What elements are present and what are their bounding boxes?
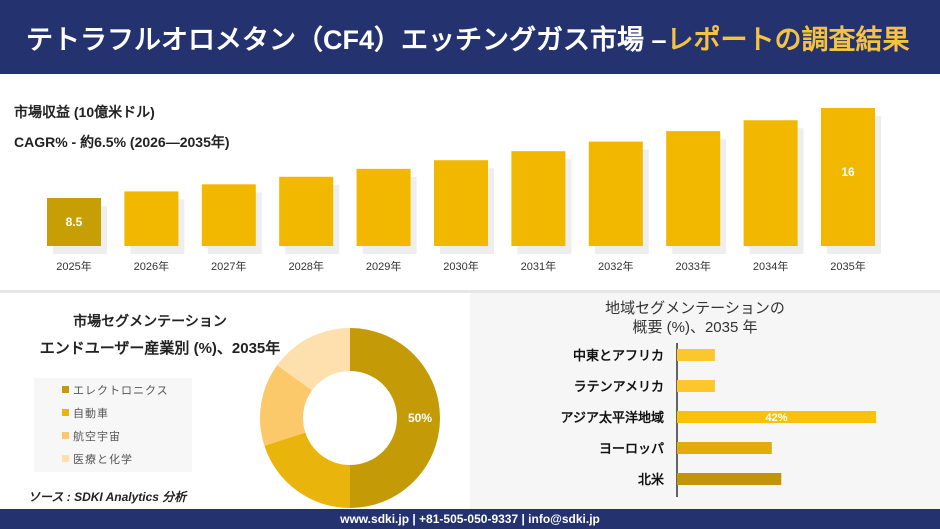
revenue-bar — [511, 151, 566, 246]
legend-label: 自動車 — [73, 407, 109, 420]
region-title: 地域セグメンテーションの — [605, 300, 785, 317]
x-tick-label: 2034年 — [753, 259, 788, 273]
donut-slice — [277, 328, 350, 391]
revenue-label: 市場収益 (10億米ドル) — [14, 104, 155, 120]
x-tick-label: 2030年 — [443, 259, 478, 273]
source-note: ソース : SDKI Analytics 分析 — [28, 490, 187, 504]
pie-title: 市場セグメンテーション — [73, 313, 227, 329]
region-label: アジア太平洋地域 — [561, 410, 664, 425]
x-tick-label: 2027年 — [211, 259, 246, 273]
revenue-bar — [434, 160, 488, 246]
data-label: 8.5 — [66, 215, 83, 229]
cagr-label: CAGR% - 約6.5% (2026—2035年) — [14, 134, 230, 150]
revenue-bar — [743, 120, 798, 246]
x-tick-label: 2025年 — [56, 259, 91, 273]
page-title-highlight: レポートの調査結果 — [666, 24, 910, 55]
pie-legend: エレクトロニクス 自動車航空宇宙医療と化学 — [34, 378, 192, 472]
legend-label: 医療と化学 — [73, 453, 133, 466]
page-title: テトラフルオロメタン（CF4）エッチングガス市場 – — [26, 24, 667, 55]
revenue-bar — [666, 131, 721, 246]
data-label: 42% — [766, 412, 788, 424]
region-subtitle: 概要 (%)、2035 年 — [632, 319, 758, 336]
revenue-bar-chart: 2025年 8.5 2026年 2027年 2028年 2029年 2030年 2031年 20… — [47, 108, 881, 273]
legend-swatch — [62, 455, 69, 462]
x-tick-label: 2033年 — [675, 259, 710, 273]
donut-slice — [260, 365, 312, 446]
region-label: ラテンアメリカ — [574, 379, 664, 394]
end-user-panel: 市場セグメンテーション エンドユーザー産業別 (%)、2035年 エレクトロニク… — [0, 293, 468, 509]
divider — [0, 290, 940, 293]
region-bar — [677, 442, 772, 454]
revenue-bar — [279, 176, 334, 246]
donut-slice — [350, 328, 440, 508]
pie-subtitle: エンドユーザー産業別 (%)、2035年 — [39, 340, 281, 357]
revenue-bar — [201, 184, 256, 246]
region-bar — [677, 411, 877, 423]
footer-contact: www.sdki.jp | +81-505-050-9337 | info@sd… — [0, 509, 940, 529]
region-label: 中東とアフリカ — [573, 348, 664, 363]
revenue-bar — [821, 108, 875, 246]
legend-swatch — [62, 409, 69, 416]
revenue-bar — [124, 191, 179, 246]
x-tick-label: 2029年 — [366, 259, 401, 273]
donut-slice — [264, 432, 350, 508]
legend-label: エレクトロニクス — [73, 384, 169, 397]
legend-item: エレクトロニクス — [34, 378, 192, 401]
legend-swatch — [62, 432, 69, 439]
region-bar — [677, 380, 715, 392]
x-tick-label: 2031年 — [521, 259, 556, 273]
revenue-bar — [47, 198, 101, 246]
donut-chart: 50% — [260, 328, 440, 508]
legend-swatch — [62, 386, 69, 393]
legend-item: 航空宇宙 — [34, 424, 192, 447]
region-bar — [677, 473, 782, 485]
x-tick-label: 2028年 — [288, 259, 323, 273]
region-label: 北米 — [638, 472, 665, 487]
region-panel: 地域セグメンテーションの 概要 (%)、2035 年 中東とアフリカ ラテンアメリ… — [470, 293, 940, 509]
legend-label: 航空宇宙 — [73, 430, 121, 443]
data-label: 16 — [841, 165, 855, 179]
revenue-bar — [356, 168, 411, 246]
x-tick-label: 2035年 — [830, 259, 865, 273]
region-label: ヨーロッパ — [599, 441, 664, 456]
data-label: 50% — [408, 411, 432, 425]
legend-item: 医療と化学 — [34, 447, 192, 470]
x-tick-label: 2026年 — [134, 259, 169, 273]
x-tick-label: 2032年 — [598, 259, 633, 273]
region-bar — [677, 349, 715, 361]
legend-item: 自動車 — [34, 401, 192, 424]
header-banner: テトラフルオロメタン（CF4）エッチングガス市場 – レポートの調査結果 — [0, 0, 940, 74]
revenue-bar — [588, 141, 643, 246]
